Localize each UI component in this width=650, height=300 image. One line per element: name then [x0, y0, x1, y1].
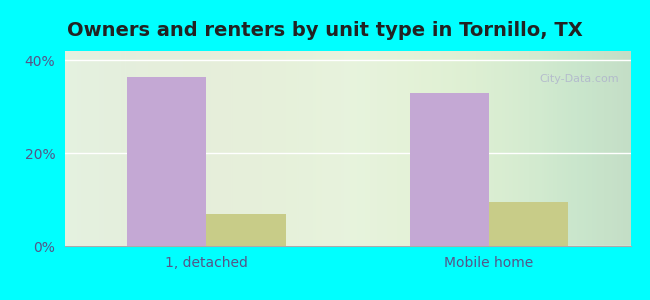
Bar [489, 202, 568, 246]
Bar [489, 202, 568, 246]
Bar [127, 76, 207, 246]
Bar [410, 93, 489, 246]
Text: Owners and renters by unit type in Tornillo, TX: Owners and renters by unit type in Torni… [67, 21, 583, 40]
Legend: Owner occupied units, Renter occupied units: Owner occupied units, Renter occupied un… [165, 296, 530, 300]
Bar [410, 93, 489, 246]
Bar [207, 214, 285, 246]
Bar [127, 76, 207, 246]
Text: City-Data.com: City-Data.com [540, 74, 619, 84]
Bar [207, 214, 285, 246]
